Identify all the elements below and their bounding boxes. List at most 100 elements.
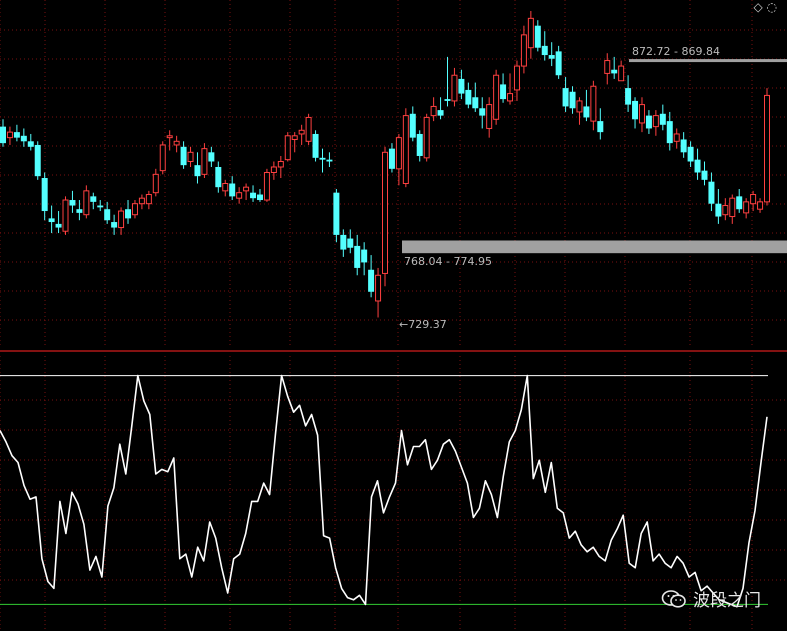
candle-body-down	[125, 209, 132, 219]
candle-body-up	[6, 131, 13, 139]
candle-body-up	[187, 151, 194, 162]
candle-body-down	[388, 148, 395, 169]
candle-body-down	[69, 200, 76, 206]
candle-body-down	[340, 234, 347, 250]
candle-body-down	[548, 55, 555, 59]
candle-body-down	[13, 132, 20, 138]
low-price-label: ←729.37	[399, 318, 447, 331]
candle-body-down	[104, 209, 111, 221]
candle-body-down	[715, 203, 722, 217]
resistance-zone-label: 872.72 - 869.84	[632, 45, 720, 58]
candle-body-up	[236, 192, 243, 199]
corner-icons: ◇ ◌	[753, 0, 777, 14]
candle-body-down	[409, 113, 416, 138]
candle-body-up	[243, 186, 250, 192]
candle-body-up	[62, 199, 69, 232]
candle-body-down	[55, 223, 62, 228]
candle-body-up	[486, 104, 493, 129]
candle-body-up	[527, 17, 534, 49]
candle-body-down	[76, 209, 83, 213]
oscillator-line	[0, 374, 768, 608]
candle-body-up	[305, 116, 312, 142]
candle-body-down	[368, 269, 375, 292]
candle-body-down	[326, 159, 333, 162]
candle-body-down	[208, 152, 215, 162]
watermark-text: 波段之门	[693, 591, 761, 611]
candle-body-down	[632, 100, 639, 120]
candle-body-up	[430, 105, 437, 117]
support-zone-label: 768.04 - 774.95	[404, 255, 492, 268]
candle-body-up	[152, 173, 159, 194]
candle-body-up	[145, 194, 152, 205]
candle-body-up	[83, 190, 90, 216]
candle-body-down	[680, 139, 687, 153]
candle-body-up	[298, 129, 305, 135]
candle-body-down	[659, 113, 666, 125]
candle-body-down	[694, 159, 701, 173]
candle-body-down	[354, 245, 361, 268]
candle-body-down	[479, 108, 486, 116]
candle-body-down	[611, 69, 618, 74]
candle-body-up	[750, 194, 757, 205]
candle-body-up	[520, 34, 527, 67]
candle-body-down	[555, 51, 562, 76]
candle-body-up	[493, 74, 500, 120]
candle-body-down	[583, 106, 590, 118]
watermark: 波段之门	[661, 586, 761, 611]
candle-body-up	[138, 197, 145, 205]
candle-body-up	[757, 201, 764, 210]
candle-body-down	[444, 99, 451, 101]
candle-body-down	[534, 25, 541, 48]
candle-body-up	[222, 183, 229, 192]
candle-body-up	[513, 65, 520, 91]
candle-body-down	[708, 181, 715, 204]
candle-body-down	[97, 205, 104, 208]
candle-body-down	[194, 165, 201, 177]
candle-body-down	[111, 222, 118, 228]
candle-body-up	[743, 201, 750, 214]
candle-body-up	[673, 133, 680, 142]
candle-body-up	[507, 93, 514, 102]
candle-body-up	[764, 94, 770, 203]
resistance-zone-bar	[629, 59, 787, 63]
candle-body-down	[347, 238, 354, 248]
candle-body-down	[20, 135, 27, 142]
candle-body-down	[500, 84, 507, 100]
candle-body-down	[48, 218, 55, 223]
candle-body-up	[201, 148, 208, 175]
candle-body-up	[729, 197, 736, 218]
candle-body-down	[41, 178, 48, 212]
candle-body-down	[666, 121, 673, 144]
circle-icon[interactable]: ◌	[766, 0, 777, 14]
candle-body-down	[333, 192, 340, 235]
candle-body-down	[416, 133, 423, 156]
candle-body-down	[687, 146, 694, 162]
candle-body-down	[465, 89, 472, 105]
candle-body-down	[256, 194, 263, 201]
candle-body-down	[319, 157, 326, 160]
candle-body-up	[590, 85, 597, 122]
candle-body-up	[263, 172, 270, 201]
candle-body-down	[541, 45, 548, 56]
candle-body-down	[645, 115, 652, 129]
candle-body-up	[402, 115, 409, 185]
candle-body-down	[736, 196, 743, 210]
candle-body-up	[652, 115, 659, 128]
candle-body-up	[576, 100, 583, 113]
candle-body-up	[722, 205, 729, 216]
candle-body-up	[451, 74, 458, 102]
candle-body-down	[562, 88, 569, 107]
candle-body-up	[131, 203, 138, 216]
candle-body-up	[173, 140, 180, 146]
candle-body-down	[180, 146, 187, 166]
candle-body-down	[27, 141, 34, 147]
candle-body-up	[159, 144, 166, 172]
candle-body-up	[166, 135, 173, 139]
diamond-icon[interactable]: ◇	[753, 0, 763, 14]
candle-body-up	[118, 210, 125, 229]
candle-body-up	[395, 137, 402, 170]
candle-body-down	[458, 78, 465, 94]
candle-body-down	[229, 183, 236, 197]
wechat-icon	[661, 589, 687, 609]
